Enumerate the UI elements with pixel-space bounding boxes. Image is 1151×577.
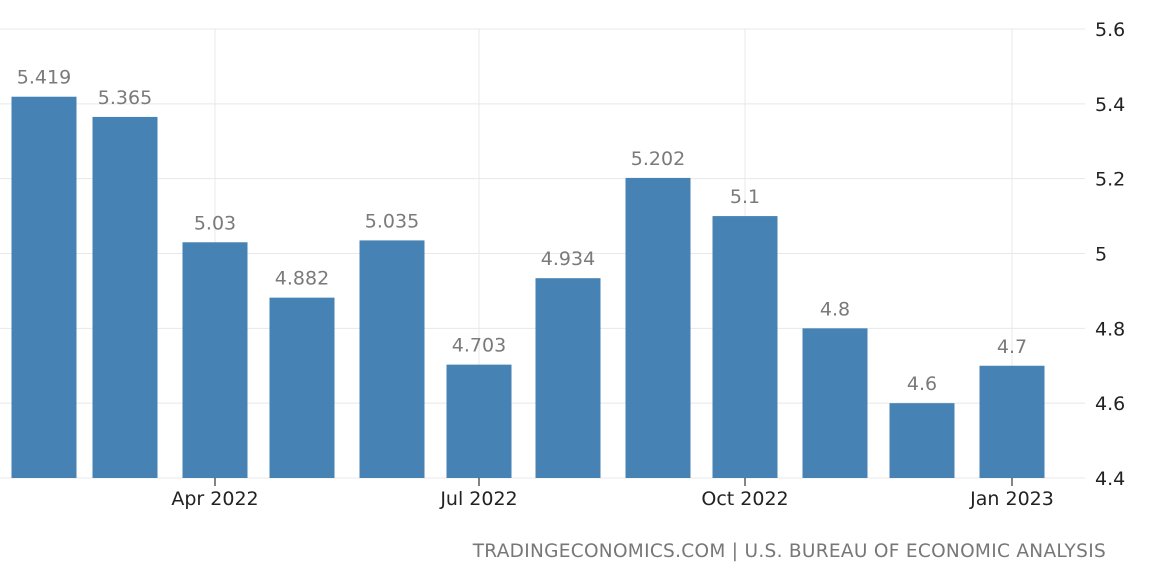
bar-value-label: 4.6 <box>907 373 937 395</box>
value-labels: 5.419 5.365 5.03 4.882 5.035 4.703 4.934 5.202 5… <box>17 67 1027 395</box>
bar <box>979 365 1045 478</box>
bar <box>535 278 601 478</box>
bar <box>625 177 691 478</box>
bar <box>269 297 335 478</box>
bar-value-label: 4.882 <box>275 268 329 290</box>
x-axis: Apr 2022 Jul 2022 Oct 2022 Jan 2023 <box>171 478 1054 510</box>
bar-value-label: 5.365 <box>98 87 152 109</box>
bar-value-label: 4.8 <box>820 298 850 320</box>
x-tick-label: Oct 2022 <box>701 488 788 510</box>
bar-value-label: 4.703 <box>452 335 506 357</box>
bar-value-label: 5.03 <box>194 212 236 234</box>
bar <box>359 240 425 478</box>
bar-value-label: 4.934 <box>541 248 595 270</box>
bar <box>11 96 77 478</box>
x-tick-label: Apr 2022 <box>171 488 258 510</box>
bar <box>712 216 778 479</box>
bar <box>889 403 955 478</box>
bars <box>11 96 1045 479</box>
bar-value-label: 5.419 <box>17 67 71 89</box>
y-tick-label: 5.4 <box>1095 94 1125 116</box>
x-tick-label: Jan 2023 <box>969 488 1054 510</box>
bar-value-label: 5.035 <box>365 210 419 232</box>
bar <box>92 116 158 478</box>
y-axis: 5.6 5.4 5.2 5 4.8 4.6 4.4 <box>1095 19 1125 490</box>
bar-value-label: 5.202 <box>631 148 685 170</box>
source-attribution: TRADINGECONOMICS.COM | U.S. BUREAU OF EC… <box>472 541 1106 562</box>
bar <box>182 242 248 478</box>
x-tick-label: Jul 2022 <box>439 488 517 510</box>
y-tick-label: 4.8 <box>1095 318 1125 340</box>
bar <box>446 364 512 478</box>
bar-value-label: 4.7 <box>997 336 1027 358</box>
y-tick-label: 5.2 <box>1095 169 1125 191</box>
bar <box>802 328 868 478</box>
y-tick-label: 5.6 <box>1095 19 1125 41</box>
y-tick-label: 4.6 <box>1095 393 1125 415</box>
bar-value-label: 5.1 <box>730 186 760 208</box>
y-tick-label: 5 <box>1095 244 1107 266</box>
y-tick-label: 4.4 <box>1095 468 1125 490</box>
